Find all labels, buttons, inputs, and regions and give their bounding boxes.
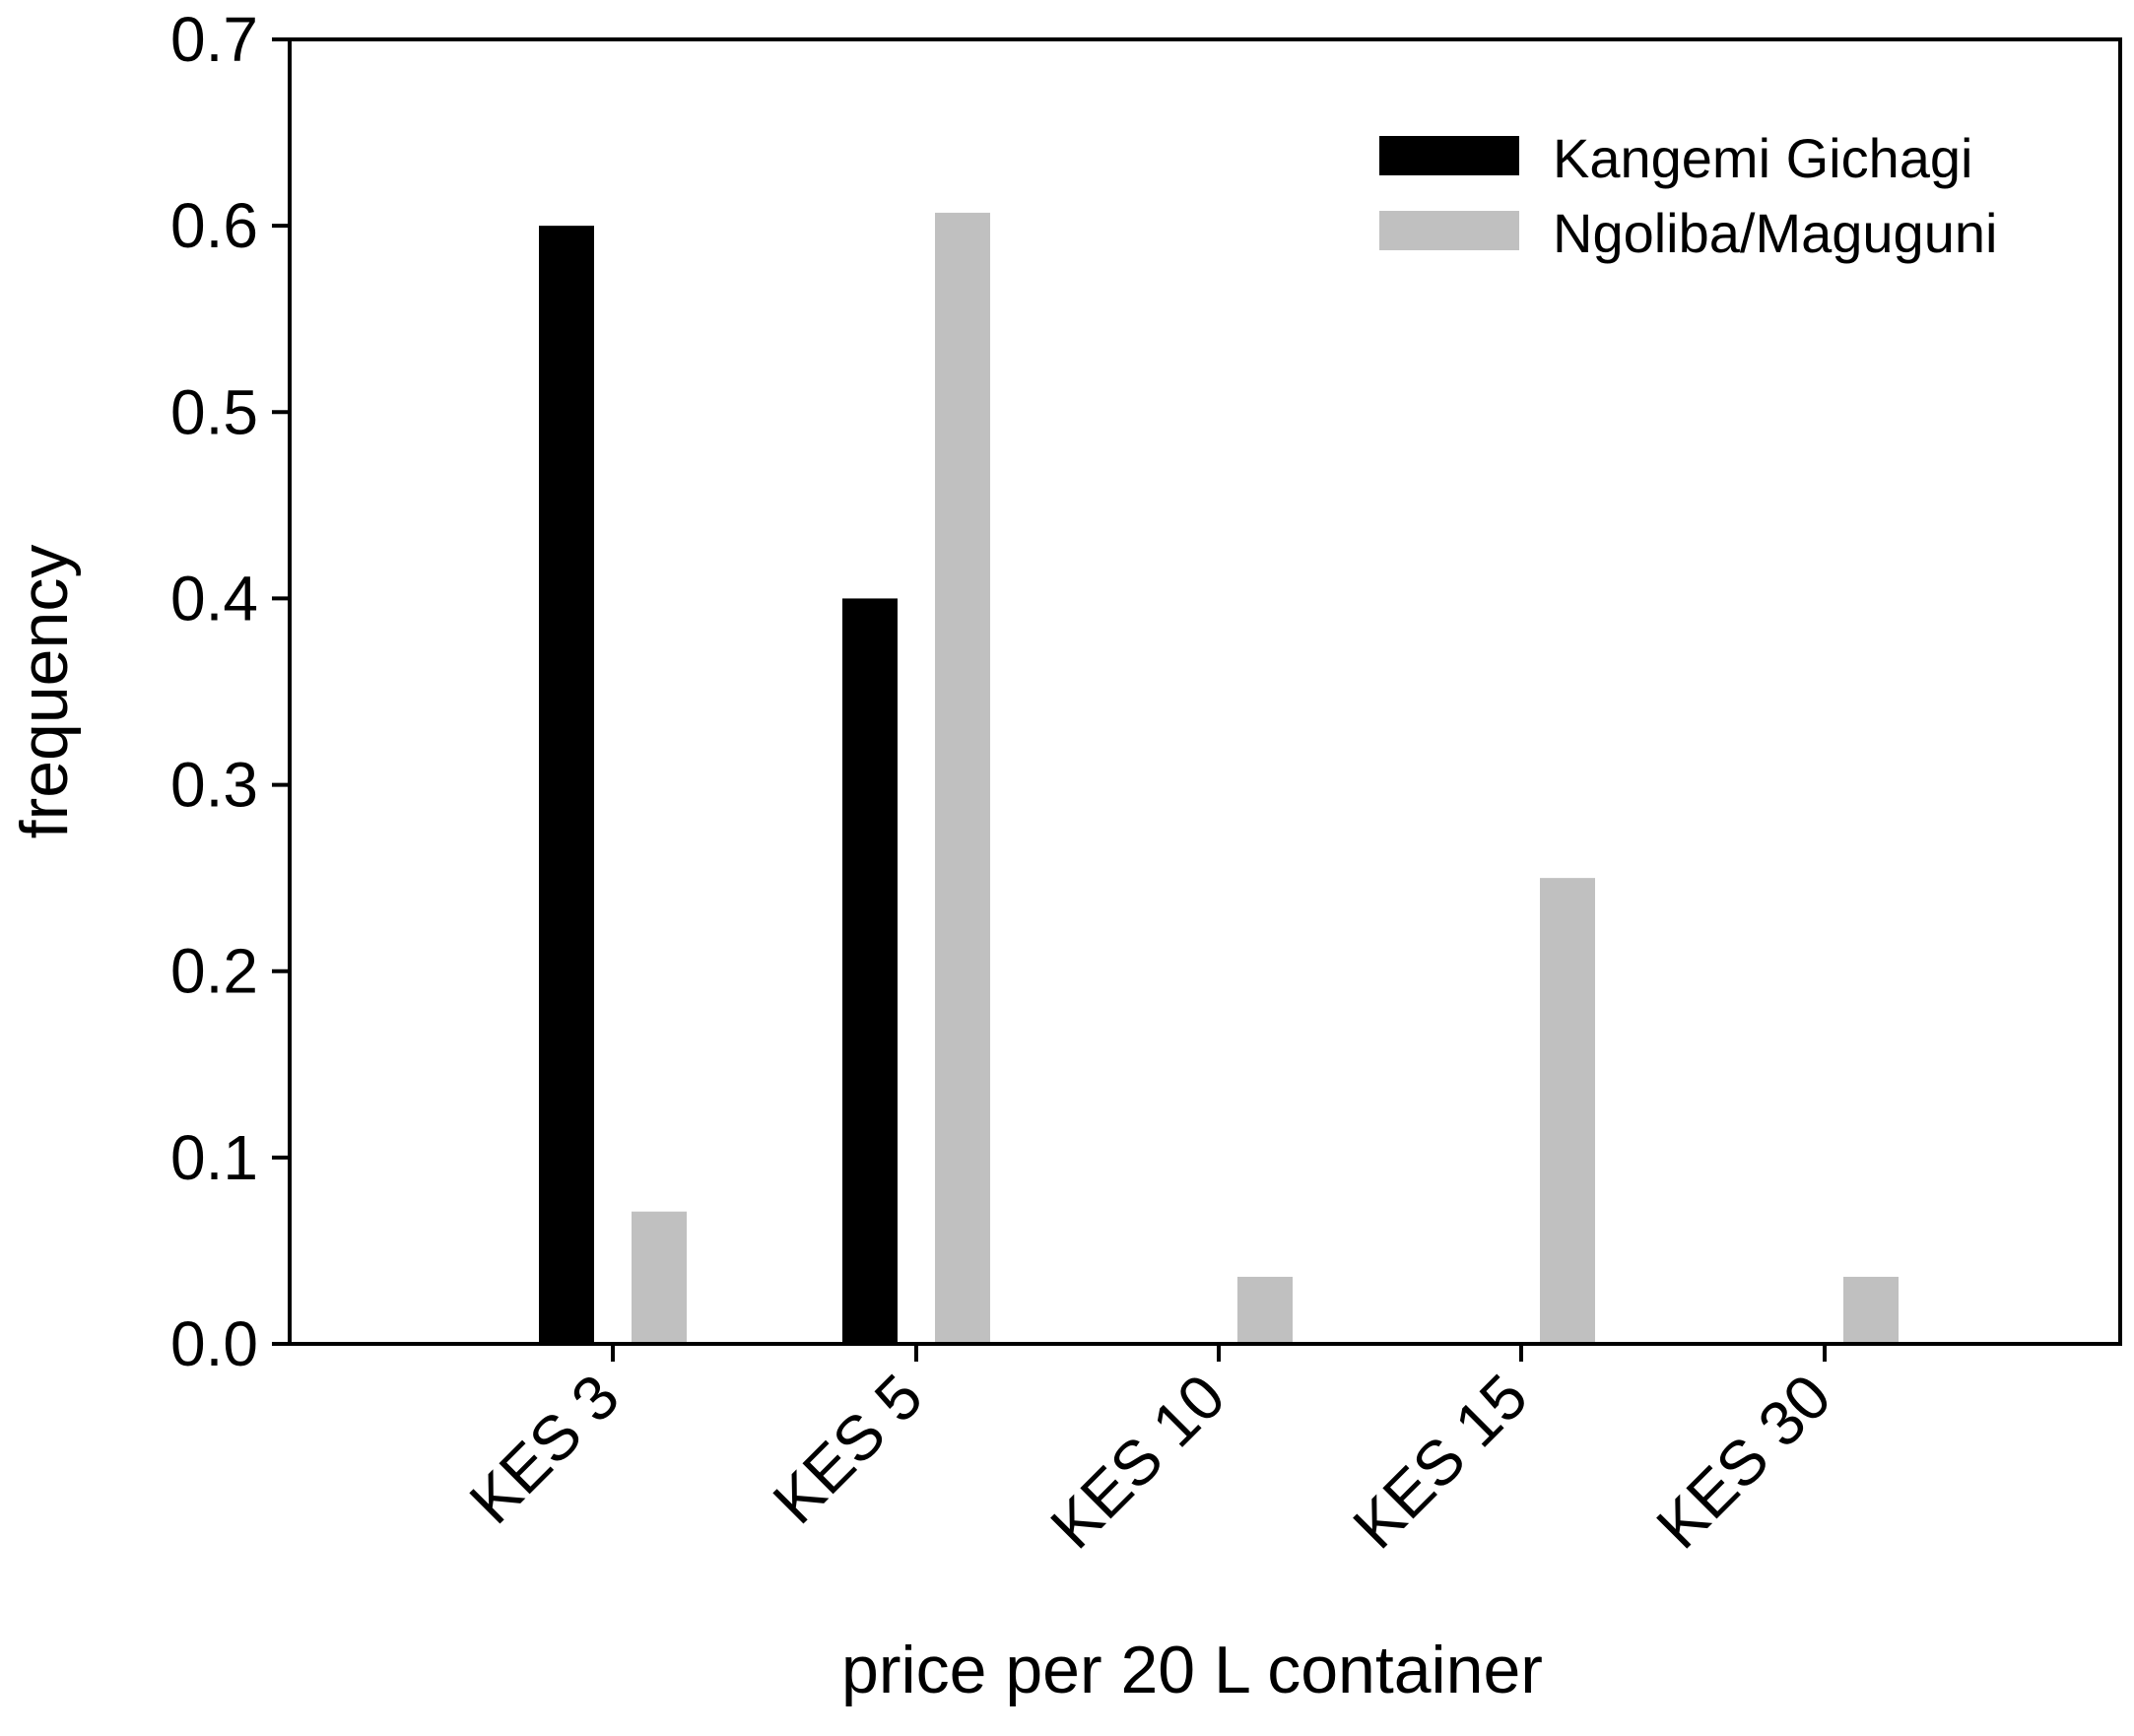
bar-kangemi-gichagi-kes-5 bbox=[842, 598, 898, 1344]
legend-swatch-ngoliba-maguguni bbox=[1379, 211, 1519, 250]
plot-frame bbox=[288, 37, 2122, 1346]
y-tick-label: 0.1 bbox=[170, 1122, 258, 1193]
bar-ngoliba-maguguni-kes-5 bbox=[935, 212, 990, 1345]
y-tick-label: 0.7 bbox=[170, 4, 258, 75]
x-tick-label: KES 30 bbox=[1643, 1361, 1844, 1562]
y-tick-label: 0.3 bbox=[170, 750, 258, 821]
x-axis-title: price per 20 L container bbox=[841, 1633, 1543, 1707]
x-tick-label: KES 10 bbox=[1037, 1361, 1238, 1562]
y-tick-label: 0.4 bbox=[170, 563, 258, 634]
bars-group bbox=[539, 212, 1899, 1345]
bar-ngoliba-maguguni-kes-15 bbox=[1540, 878, 1595, 1344]
y-axis: 0.0 0.1 0.2 0.3 0.4 0.5 0.6 0.7 bbox=[170, 4, 290, 1379]
y-tick-label: 0.0 bbox=[170, 1308, 258, 1379]
x-tick-label: KES 3 bbox=[456, 1361, 633, 1537]
y-tick-label: 0.6 bbox=[170, 190, 258, 261]
x-tick-label: KES 5 bbox=[760, 1361, 936, 1537]
bar-ngoliba-maguguni-kes-3 bbox=[632, 1211, 687, 1344]
legend-label-kangemi-gichagi: Kangemi Gichagi bbox=[1553, 127, 1972, 189]
legend-label-ngoliba-maguguni: Ngoliba/Maguguni bbox=[1553, 202, 1997, 264]
x-axis: KES 3 KES 5 KES 10 KES 15 KES 30 bbox=[456, 1344, 1844, 1562]
x-tick-label: KES 15 bbox=[1340, 1361, 1541, 1562]
bar-ngoliba-maguguni-kes-30 bbox=[1843, 1276, 1899, 1344]
legend: Kangemi Gichagi Ngoliba/Maguguni bbox=[1379, 127, 1997, 264]
y-tick-label: 0.2 bbox=[170, 936, 258, 1007]
bar-kangemi-gichagi-kes-3 bbox=[539, 226, 594, 1345]
bar-ngoliba-maguguni-kes-10 bbox=[1237, 1276, 1293, 1344]
y-tick-label: 0.5 bbox=[170, 376, 258, 447]
y-axis-title: frequency bbox=[7, 545, 82, 839]
legend-swatch-kangemi-gichagi bbox=[1379, 136, 1519, 175]
